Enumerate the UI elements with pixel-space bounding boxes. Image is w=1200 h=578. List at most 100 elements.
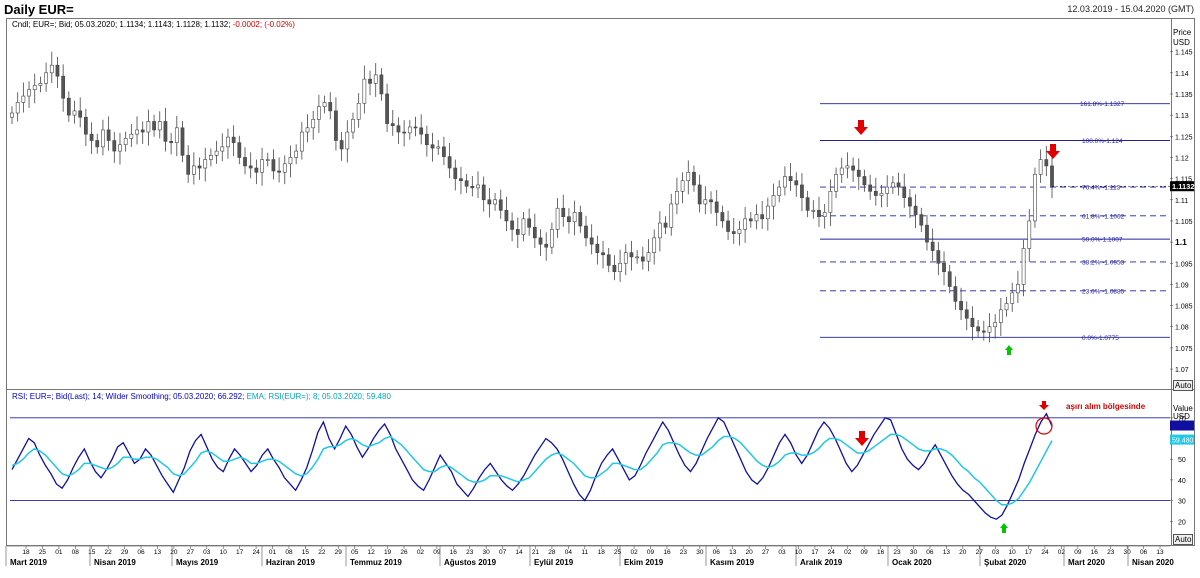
candle-body [976,326,980,332]
candle-body [612,265,617,273]
x-day-label: 22 [318,549,326,556]
candle-body [21,95,26,103]
x-day-label: 25 [39,549,47,556]
candle-body [362,78,367,104]
candle-body [635,256,639,259]
candle-body [737,229,742,234]
rsi-auto-button[interactable]: Auto [1173,534,1194,545]
candle-body [731,231,736,234]
x-day-label: 02 [417,549,425,556]
x-day-label: 27 [762,549,770,556]
candle-body [828,191,833,213]
x-day-label: 22 [105,549,113,556]
candle-body [640,256,645,262]
x-day-label: 02 [844,549,852,556]
x-day-label: 16 [1091,549,1099,556]
candle-body [817,210,821,217]
price-auto-button[interactable]: Auto [1173,380,1194,391]
x-day-label: 16 [663,549,671,556]
candle-body [743,218,747,230]
candle-body [987,326,992,333]
rsi-axis-title: Value [1173,404,1193,413]
candle-body [317,106,321,120]
x-day-label: 01 [55,549,63,556]
price-info-text: Cndl; EUR=; Bid; 05.03.2020; 1.1134; 1.1… [12,20,231,29]
x-day-label: 03 [992,549,1000,556]
rsi-tick-label: 50 [1178,457,1186,464]
candle-body [447,156,452,169]
rsi-panel[interactable] [6,389,1172,546]
candle-body [169,141,173,143]
candle-body [538,237,543,245]
x-month-label: Temmuz 2019 [350,558,402,567]
candle-body [95,140,100,148]
x-day-label: 29 [121,549,129,556]
x-day-label: 03 [778,549,786,556]
candle-body [1021,248,1026,285]
candle-body [464,180,469,187]
x-day-label: 15 [88,549,96,556]
candle-body [72,110,77,116]
green-arrow-up-icon [1005,345,1013,355]
candle-body [10,112,14,118]
candle-body [214,150,219,156]
candle-body [339,140,344,150]
candle-body [589,237,594,245]
x-day-label: 09 [647,549,655,556]
price-tick-label: 1.11 [1175,198,1188,205]
red-arrow-down-icon [855,431,869,446]
x-month-label: Eylül 2019 [534,558,574,567]
candle-body [618,262,622,273]
rsi-axis-unit: USD [1173,412,1190,421]
candle-body [305,127,310,133]
x-day-label: 17 [236,549,244,556]
candle-body [265,159,270,161]
x-month-label: Mayıs 2019 [176,558,219,567]
candle-body [470,185,475,189]
x-day-label: 06 [1140,549,1148,556]
candle-body [521,218,526,235]
x-day-label: 21 [532,549,540,556]
x-day-label: 10 [1008,549,1016,556]
candle-body [129,133,134,139]
candle-body [49,64,54,74]
candle-body [970,317,975,328]
candle-body [356,102,361,120]
x-day-label: 06 [926,549,934,556]
candle-body [771,195,776,207]
price-tick-label: 1.12 [1175,155,1189,162]
candle-body [942,262,946,273]
candle-body [606,254,611,266]
candle-body [839,167,844,175]
candle-body [572,212,577,223]
candle-body [658,222,662,239]
rsi-info-line: RSI; EUR=; Bid(Last); 14; Wilder Smoothi… [12,392,391,401]
candle-body [777,186,782,196]
price-tick-label: 1.095 [1175,261,1193,268]
x-day-label: 30 [1124,549,1132,556]
candle-body [407,126,412,134]
price-tick-label: 1.115 [1175,177,1192,184]
candle-body [885,186,890,194]
candle-body [623,252,628,264]
candle-body [402,131,406,134]
rsi-tick-label: 70 [1178,416,1186,423]
candle-body [873,191,878,196]
x-day-label: 23 [680,549,688,556]
candle-body [1033,174,1037,222]
candle-body [851,165,855,171]
x-day-label: 02 [630,549,638,556]
candle-body [998,309,1003,323]
candle-body [532,226,537,239]
price-tick-label: 1.125 [1175,134,1193,141]
candle-body [118,144,122,152]
candle-body [226,136,230,148]
candle-body [61,75,66,99]
x-day-label: 14 [515,549,523,556]
candle-body [567,216,571,223]
candle-body [584,225,588,239]
candle-body [231,136,236,143]
candle-body [544,243,549,248]
fib-label: 38.2% -1.0953 [1082,259,1125,266]
